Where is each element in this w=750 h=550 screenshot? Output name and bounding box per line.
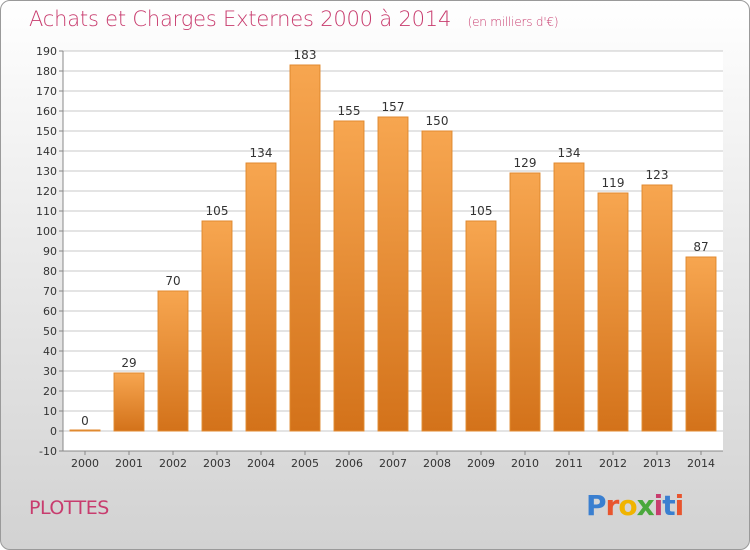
y-tick-label: 150 (36, 125, 57, 138)
logo-letter: o (618, 489, 637, 522)
x-tick-label-2009: 2009 (467, 457, 495, 470)
logo-letter: t (662, 489, 675, 522)
data-label-2008: 150 (426, 114, 449, 128)
x-tick-label-2003: 2003 (203, 457, 231, 470)
logo-letter: i (653, 489, 664, 522)
proxiti-logo[interactable]: Proxiti (586, 489, 685, 522)
y-tick-label: 90 (43, 245, 57, 258)
chart-title-text: Achats et Charges Externes 2000 à 2014 (29, 7, 452, 31)
data-label-2003: 105 (206, 204, 229, 218)
y-tick-label: 50 (43, 325, 57, 338)
data-label-2009: 105 (470, 204, 493, 218)
x-tick-label-2011: 2011 (555, 457, 583, 470)
commune-name: PLOTTES (29, 497, 109, 519)
data-label-2007: 157 (382, 100, 405, 114)
data-label-2005: 183 (294, 48, 317, 62)
x-tick-label-2012: 2012 (599, 457, 627, 470)
y-tick-label: 190 (36, 45, 57, 58)
data-label-2013: 123 (646, 168, 669, 182)
chart-title: Achats et Charges Externes 2000 à 2014 (… (29, 7, 559, 31)
data-label-2006: 155 (338, 104, 361, 118)
chart-subtitle: (en milliers d'€) (467, 15, 559, 29)
data-label-2004: 134 (250, 146, 273, 160)
x-tick-label-2010: 2010 (511, 457, 539, 470)
y-tick-label: 130 (36, 165, 57, 178)
x-tick-label-2002: 2002 (159, 457, 187, 470)
x-tick-label-2013: 2013 (643, 457, 671, 470)
y-tick-label: -10 (39, 445, 57, 458)
x-tick-label-2005: 2005 (291, 457, 319, 470)
data-label-2014: 87 (693, 240, 708, 254)
y-tick-label: 100 (36, 225, 57, 238)
bar-2007 (377, 116, 409, 432)
x-tick-label-2001: 2001 (115, 457, 143, 470)
y-tick-label: 140 (36, 145, 57, 158)
bar-2014 (685, 256, 717, 432)
x-tick-label-2007: 2007 (379, 457, 407, 470)
bar-2004 (245, 162, 277, 432)
y-tick-label: 60 (43, 305, 57, 318)
y-tick-label: 40 (43, 345, 57, 358)
x-tick-label-2006: 2006 (335, 457, 363, 470)
logo-letter: i (674, 489, 685, 522)
y-tick-label: 110 (36, 205, 57, 218)
bar-2011 (553, 162, 585, 432)
bar-2005 (289, 64, 321, 432)
data-label-2000: 0 (81, 414, 89, 428)
x-tick-label-2014: 2014 (687, 457, 715, 470)
bar-2012 (597, 192, 629, 432)
x-tick-label-2004: 2004 (247, 457, 275, 470)
bar-2000 (69, 429, 101, 432)
bar-2010 (509, 172, 541, 432)
data-label-2010: 129 (514, 156, 537, 170)
data-label-2011: 134 (558, 146, 581, 160)
bar-2008 (421, 130, 453, 432)
bar-2001 (113, 372, 145, 432)
y-tick-label: 10 (43, 405, 57, 418)
bar-2003 (201, 220, 233, 432)
y-tick-label: 70 (43, 285, 57, 298)
logo-letter: r (605, 489, 620, 522)
logo-letter: P (586, 489, 607, 522)
bar-2013 (641, 184, 673, 432)
y-tick-label: 80 (43, 265, 57, 278)
y-tick-label: 160 (36, 105, 57, 118)
y-tick-label: 0 (50, 425, 57, 438)
data-label-2001: 29 (121, 356, 136, 370)
bar-2009 (465, 220, 497, 432)
y-tick-label: 120 (36, 185, 57, 198)
data-label-2002: 70 (165, 274, 180, 288)
bar-2006 (333, 120, 365, 432)
bar-2002 (157, 290, 189, 432)
logo-letter: x (636, 489, 655, 522)
y-tick-label: 170 (36, 85, 57, 98)
y-tick-label: 20 (43, 385, 57, 398)
x-tick-label-2008: 2008 (423, 457, 451, 470)
y-tick-label: 180 (36, 65, 57, 78)
x-tick-label-2000: 2000 (71, 457, 99, 470)
data-label-2012: 119 (602, 176, 625, 190)
y-tick-label: 30 (43, 365, 57, 378)
